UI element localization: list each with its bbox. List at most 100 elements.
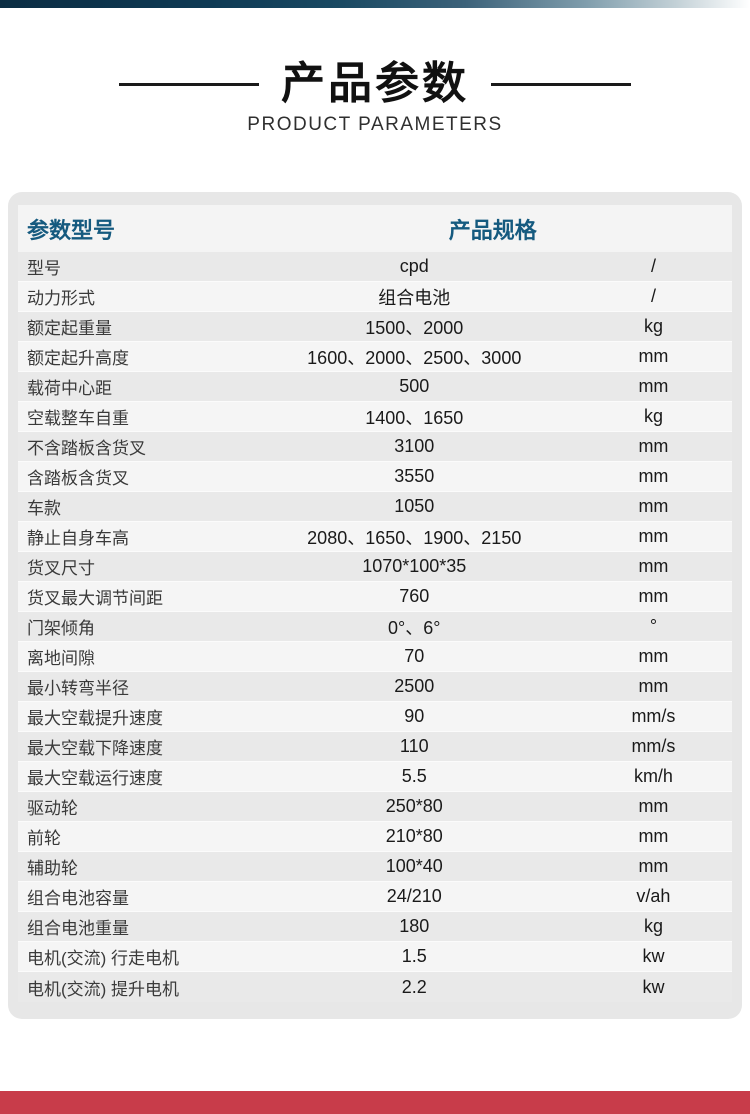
table-row: 型号 cpd / [18,252,732,282]
spec-unit: kg [643,406,663,426]
spec-value: 90 [404,706,425,726]
spec-unit: kg [643,916,663,936]
table-row: 最小转弯半径 2500 mm [18,672,732,702]
title-decor-line-left [119,82,259,86]
spec-unit: mm [638,826,669,846]
table-row: 前轮 210*80 mm [18,822,732,852]
spec-unit: ° [649,616,658,636]
table-row: 载荷中心距 500 mm [18,372,732,402]
spec-label: 车款 [27,499,61,518]
spec-unit: / [650,286,656,306]
spec-value: 110 [399,736,429,756]
spec-unit: v/ah [636,886,671,906]
spec-label: 额定起重量 [27,319,112,338]
spec-value: 0°、6° [388,617,441,638]
spec-table-header: 参数型号 产品规格 [18,205,732,252]
spec-value: 760 [399,586,430,606]
spec-unit: mm [638,796,669,816]
spec-unit: mm [638,466,669,486]
spec-unit: mm/s [631,736,676,756]
spec-unit: mm [638,856,669,876]
spec-label: 额定起升高度 [27,349,129,368]
spec-unit: mm [638,436,669,456]
table-row: 组合电池重量 180 kg [18,912,732,942]
spec-value: 1400、1650 [365,407,464,428]
spec-table-body: 型号 cpd / 动力形式 组合电池 / 额定起重量 1500、2000 kg … [18,252,732,1002]
spec-value: 250*80 [385,796,443,816]
table-row: 额定起重量 1500、2000 kg [18,312,732,342]
spec-value: 70 [404,646,425,666]
spec-label: 组合电池容量 [27,889,129,908]
spec-label: 静止自身车高 [27,529,129,548]
spec-label: 不含踏板含货叉 [27,439,146,458]
spec-label: 货叉最大调节间距 [27,589,163,608]
table-row: 电机(交流) 提升电机 2.2 kw [18,972,732,1002]
spec-label: 动力形式 [27,289,95,308]
spec-value: 5.5 [401,766,427,786]
spec-label: 含踏板含货叉 [27,469,129,488]
page-subtitle: PRODUCT PARAMETERS [247,114,503,136]
table-row: 静止自身车高 2080、1650、1900、2150 mm [18,522,732,552]
spec-value: 24/210 [386,886,442,906]
spec-label: 型号 [27,259,61,278]
table-row: 最大空载运行速度 5.5 km/h [18,762,732,792]
spec-label: 最大空载下降速度 [27,739,163,758]
spec-unit: mm [638,526,669,546]
table-row: 驱动轮 250*80 mm [18,792,732,822]
title-section: 产品参数 PRODUCT PARAMETERS [0,0,750,136]
spec-value: 2500 [394,676,435,696]
spec-label: 驱动轮 [27,799,78,818]
table-row: 车款 1050 mm [18,492,732,522]
table-row: 最大空载提升速度 90 mm/s [18,702,732,732]
spec-unit: kw [642,946,665,966]
spec-unit: km/h [633,766,673,786]
spec-label: 电机(交流) 提升电机 [27,979,180,999]
spec-unit: kw [642,976,665,997]
table-row: 含踏板含货叉 3550 mm [18,462,732,492]
spec-unit: mm [638,496,669,516]
spec-label: 最大空载提升速度 [27,709,163,728]
spec-label: 辅助轮 [27,859,78,878]
spec-value: 3100 [394,436,435,456]
spec-label: 前轮 [27,829,61,848]
spec-value: 500 [399,376,430,396]
spec-unit: mm [638,376,669,396]
spec-unit: mm [638,676,669,696]
table-row: 最大空载下降速度 110 mm/s [18,732,732,762]
header-parameter-model-label: 参数型号 [27,217,116,243]
table-row: 电机(交流) 行走电机 1.5 kw [18,942,732,972]
spec-value: 3550 [394,466,435,486]
table-row: 动力形式 组合电池 / [18,282,732,312]
top-gradient-bar [0,0,750,8]
spec-label: 最小转弯半径 [27,679,129,698]
spec-unit: mm [638,556,669,576]
title-row: 产品参数 [0,59,750,108]
spec-value: 1.5 [401,946,427,966]
spec-unit: mm [638,346,669,366]
spec-unit: mm/s [631,706,676,726]
table-row: 辅助轮 100*40 mm [18,852,732,882]
spec-unit: / [650,256,656,276]
bottom-red-bar [0,1091,750,1114]
spec-value: 210*80 [385,826,443,846]
spec-label: 载荷中心距 [27,379,112,398]
table-row: 组合电池容量 24/210 v/ah [18,882,732,912]
spec-label: 货叉尺寸 [27,559,95,578]
spec-value: 100*40 [385,856,443,876]
title-decor-line-right [491,82,631,86]
spec-label: 最大空载运行速度 [27,769,163,788]
header-product-spec-label: 产品规格 [448,217,537,243]
spec-value: 2080、1650、1900、2150 [307,527,522,548]
spec-value: 2.2 [401,976,427,997]
spec-value: 1600、2000、2500、3000 [307,347,522,368]
page-title: 产品参数 [281,59,469,108]
spec-label: 门架倾角 [27,619,95,638]
spec-label: 离地间隙 [27,649,95,668]
table-row: 空载整车自重 1400、1650 kg [18,402,732,432]
table-row: 门架倾角 0°、6° ° [18,612,732,642]
spec-unit: mm [638,646,669,666]
table-row: 离地间隙 70 mm [18,642,732,672]
table-row: 不含踏板含货叉 3100 mm [18,432,732,462]
spec-value: 1500、2000 [365,317,464,338]
spec-value: 180 [399,916,430,936]
